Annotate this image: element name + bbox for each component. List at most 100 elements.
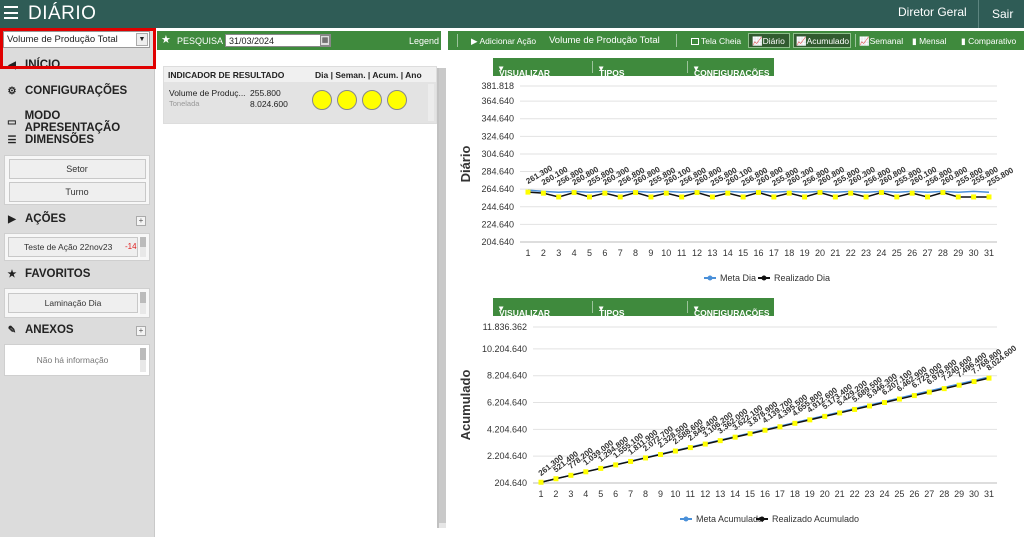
y-tick-label: 264.640 [481,184,514,194]
data-point-marker [832,194,838,200]
data-point-marker [986,194,992,200]
data-point-marker [657,452,663,458]
data-point-marker [777,424,783,430]
cumulative-chart[interactable]: 11.836.362 10.204.640 8.204.640 6.204.640 4.… [448,318,1024,537]
daily-chart[interactable]: 381.818 364.640 344.640 324.640 304.640 284.6… [448,78,1024,293]
data-point-marker [896,396,902,402]
settings-menu[interactable]: CONFIGURAÇÕES ▾ [694,303,770,318]
x-tick-label: 29 [953,248,963,258]
view-values-menu[interactable]: VISUALIZAR VALORES ▾ [499,63,550,88]
menu-divider [687,61,688,73]
data-point-marker [525,189,531,195]
x-tick-label: 14 [730,489,740,499]
data-point-marker [602,190,608,196]
chevron-down-icon[interactable]: ▼ [136,33,148,46]
legend-link[interactable]: Legend [409,36,440,46]
nav-dimensoes[interactable]: ☰ DIMENSÕES [6,134,95,146]
data-point-marker [971,194,977,200]
nav-modo-apresentacao-label: MODO APRESENTAÇÃO [24,110,121,134]
y-tick-label: 11.836.362 [483,322,527,332]
x-tick-label: 8 [633,248,638,258]
y-tick-label: 344.640 [481,114,514,124]
data-point-marker [762,427,768,433]
monthly-view-button[interactable]: ▮ Mensal [912,36,946,47]
legend-label-realizado: Realizado Acumulado [772,514,859,524]
database-icon: ☰ [7,134,17,146]
star-icon[interactable]: ★ [161,34,171,46]
nav-modo-apresentacao[interactable]: ▭ MODO APRESENTAÇÃO [6,110,154,134]
add-action-button[interactable]: ▶ Adicionar Ação [471,36,536,47]
chart-types-menu[interactable]: TIPOS DE GRÁFICO ▾ [599,303,639,338]
date-field[interactable]: 31/03/2024 [225,34,331,47]
hamburger-menu-icon[interactable] [4,6,18,19]
dimension-turno-button[interactable]: Turno [8,182,146,202]
nav-dimensoes-label: DIMENSÕES [25,134,95,146]
action-count-badge: -14 [125,242,137,251]
y-tick-label: 10.204.640 [482,344,527,354]
indicator-table: INDICADOR DE RESULTADO Dia | Seman. | Ac… [163,66,437,124]
nav-anexos[interactable]: ✎ ANEXOS [6,324,74,336]
x-tick-label: 6 [613,489,618,499]
y-tick-label: 364.640 [481,96,514,106]
panel-scrollbar[interactable] [439,68,446,528]
daily-view-button[interactable]: 📈Diário [752,36,785,47]
nav-favoritos[interactable]: ★ FAVORITOS [6,268,91,280]
x-tick-label: 28 [939,489,949,499]
add-action-icon[interactable]: + [136,216,146,226]
data-point-marker [694,190,700,196]
chart2-menu: VISUALIZAR VALORES ▾ TIPOS DE GRÁFICO ▾ … [493,298,774,338]
x-tick-label: 27 [923,248,933,258]
chart-types-menu[interactable]: TIPOS DE GRÁFICO ▾ [599,63,639,98]
data-point-marker [583,469,589,475]
user-role[interactable]: Diretor Geral [898,5,967,19]
search-bar: ★ PESQUISA 31/03/2024 ▦ Legend [157,31,441,50]
action-item[interactable]: Teste de Ação 22nov23 -14 [8,237,138,257]
x-tick-label: 28 [938,248,948,258]
nav-configuracoes[interactable]: ⚙ CONFIGURAÇÕES [6,85,128,97]
nav-acoes[interactable]: ▶ AÇÕES [6,213,66,225]
add-attachment-icon[interactable]: + [136,326,146,336]
x-tick-label: 16 [760,489,770,499]
add-action-label: Adicionar Ação [479,36,537,46]
fullscreen-button[interactable]: Tela Cheia [691,36,741,46]
view-values-label: VISUALIZAR VALORES [499,68,550,88]
actions-scrollbar[interactable] [140,237,146,257]
indicator-unit: Tonelada [169,99,200,108]
row-scrollbar[interactable] [428,84,434,121]
logout-button[interactable]: Sair [992,7,1014,21]
legend-label-realizado: Realizado Dia [774,273,830,283]
cumulative-active-bg [793,33,851,48]
x-tick-label: 13 [715,489,725,499]
nav-inicio[interactable]: ◀ INÍCIO [6,59,60,71]
play-icon: ▶ [471,36,480,46]
fullscreen-label: Tela Cheia [701,36,742,46]
legend-marker-realizado [759,516,765,522]
calendar-icon[interactable]: ▦ [320,35,330,46]
x-tick-label: 21 [835,489,845,499]
indicator-name: Volume de Produç... [169,88,246,98]
home-icon: ◀ [8,59,16,71]
dimension-setor-button[interactable]: Setor [8,159,146,179]
table-row[interactable]: Volume de Produç... Tonelada 255.800 8.0… [164,82,436,123]
attachments-empty-text: Não há informação [36,355,109,365]
y-tick-label: 2.204.640 [487,451,527,461]
indicator-select[interactable]: Volume de Produção Total ▼ [3,31,150,48]
cumulative-view-button[interactable]: 📈Acumulado [796,36,849,47]
x-tick-label: 26 [907,248,917,258]
weekly-view-button[interactable]: 📈Semanal [859,36,903,47]
page-title: DIÁRIO [28,3,97,24]
settings-menu[interactable]: CONFIGURAÇÕES ▾ [694,63,770,78]
attachments-scrollbar[interactable] [140,348,146,372]
view-values-menu[interactable]: VISUALIZAR VALORES ▾ [499,303,550,328]
data-point-marker [894,194,900,200]
daily-view-label: Diário [762,36,785,46]
data-point-marker [747,431,753,437]
y-tick-label: 304.640 [481,149,514,159]
comparative-view-button[interactable]: ▮ Comparativo [961,36,1016,47]
favorite-item[interactable]: Laminação Dia [8,293,138,313]
x-tick-label: 2 [541,248,546,258]
favorites-scrollbar[interactable] [140,292,146,314]
x-tick-label: 11 [686,489,695,499]
x-tick-label: 4 [583,489,588,499]
data-point-marker [867,403,873,409]
